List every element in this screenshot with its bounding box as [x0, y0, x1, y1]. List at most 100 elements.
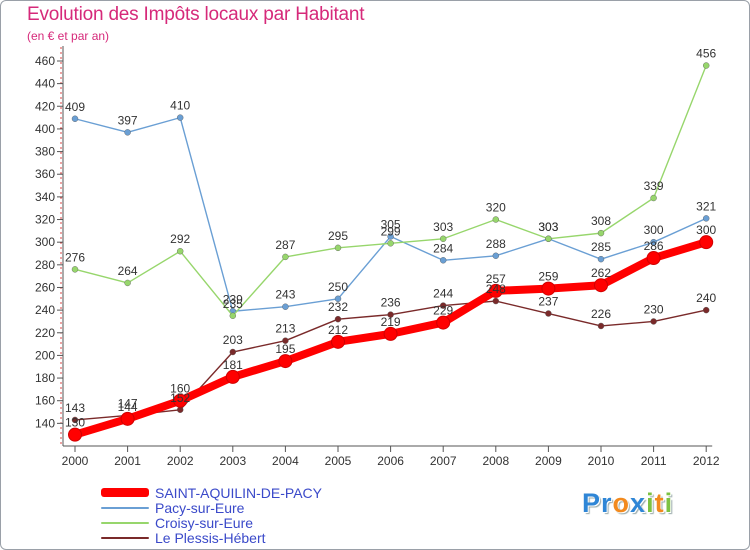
x-tick-label: 2010 [588, 454, 615, 468]
y-tick-label: 460 [35, 54, 55, 68]
data-label: 321 [696, 199, 716, 213]
data-label: 300 [644, 223, 664, 237]
logo-letter: o [612, 488, 631, 518]
y-tick-label: 380 [35, 145, 55, 159]
x-tick-label: 2007 [430, 454, 457, 468]
data-label: 237 [538, 295, 558, 309]
data-point [173, 393, 188, 408]
data-label: 264 [118, 264, 138, 278]
data-point [440, 235, 447, 242]
data-label: 299 [381, 224, 401, 238]
data-point [124, 279, 131, 287]
data-label: 229 [433, 304, 453, 318]
data-point [387, 233, 394, 240]
data-label: 147 [118, 396, 138, 410]
data-label: 410 [170, 99, 190, 113]
data-point [545, 235, 552, 242]
series-layer [68, 62, 714, 442]
data-point [229, 312, 237, 319]
data-point [650, 194, 657, 202]
data-point [703, 306, 710, 314]
data-point [282, 337, 289, 344]
legend: SAINT-AQUILIN-DE-PACY Pacy-sur-Eure Croisy… [101, 485, 322, 546]
data-point [278, 354, 293, 369]
data-point [225, 369, 240, 384]
data-point [334, 315, 342, 323]
data-label: 232 [328, 300, 348, 314]
x-tick-label: 2009 [535, 454, 562, 468]
data-label: 286 [644, 239, 664, 253]
data-label: 292 [170, 232, 190, 246]
data-label: 181 [223, 358, 243, 372]
x-tick-label: 2006 [377, 454, 404, 468]
data-point [597, 322, 605, 330]
data-label: 243 [275, 288, 295, 302]
data-label: 240 [696, 291, 716, 305]
data-label: 152 [170, 391, 190, 405]
data-label: 287 [275, 238, 295, 252]
legend-swatch [101, 521, 149, 524]
data-point [597, 255, 605, 263]
data-point [71, 115, 79, 122]
y-tick-label: 440 [35, 77, 55, 91]
x-tick-label: 2002 [167, 454, 194, 468]
data-label: 409 [65, 100, 85, 114]
data-point [703, 215, 710, 222]
y-tick-label: 200 [35, 348, 55, 362]
data-point [492, 297, 499, 305]
y-tick-label: 340 [35, 190, 55, 204]
data-label: 303 [538, 220, 558, 234]
y-tick-label: 220 [35, 326, 55, 340]
data-point [387, 311, 394, 318]
data-point [492, 252, 499, 259]
legend-label: Croisy-sur-Eure [155, 514, 254, 531]
data-label: 285 [591, 240, 611, 254]
data-point [282, 253, 289, 261]
data-label: 300 [696, 223, 716, 237]
logo-letter: r [601, 488, 613, 518]
chart-title: Evolution des Impôts locaux par Habitant [27, 4, 365, 25]
data-label: 259 [538, 270, 558, 284]
x-tick-label: 2008 [482, 454, 509, 468]
logo-letter: i [646, 488, 655, 518]
data-label: 320 [486, 201, 506, 215]
chart-subtitle: (en € et par an) [27, 29, 110, 43]
data-point [229, 348, 237, 356]
data-point [282, 303, 289, 310]
data-label: 213 [275, 322, 295, 336]
axes: 140 160 180 200 220 240 260 280 300 320 340 360 380 4… [35, 46, 720, 468]
y-tick-label: 180 [35, 371, 55, 385]
x-tick-label: 2000 [62, 454, 89, 468]
data-point [650, 238, 657, 246]
legend-label: Le Plessis-Hébert [155, 529, 266, 546]
y-tick-label: 140 [35, 416, 55, 430]
data-point [440, 302, 447, 309]
logo-letter: t [654, 488, 665, 518]
data-label: 308 [591, 214, 611, 228]
data-point [597, 229, 605, 237]
legend-item: Le Plessis-Hébert [101, 529, 322, 546]
legend-item: SAINT-AQUILIN-DE-PACY [101, 485, 322, 501]
y-tick-label: 360 [35, 167, 55, 181]
legend-swatch [101, 536, 149, 539]
data-label: 303 [538, 220, 558, 234]
data-label: 250 [328, 280, 348, 294]
data-label: 219 [381, 315, 401, 329]
y-tick-label: 160 [35, 394, 55, 408]
legend-swatch [101, 488, 149, 497]
x-tick-label: 2001 [114, 454, 141, 468]
y-tick-label: 400 [35, 122, 55, 136]
data-label: 143 [65, 401, 85, 415]
data-point [331, 334, 345, 349]
x-tick-label: 2003 [219, 454, 246, 468]
data-label: 235 [223, 297, 243, 311]
data-point [699, 235, 714, 250]
logo-letter: P [582, 488, 602, 518]
proxiti-logo: Proxiti [582, 488, 673, 519]
data-point [545, 310, 552, 317]
data-label: 456 [696, 47, 716, 61]
data-label: 144 [118, 400, 138, 414]
data-point [492, 216, 499, 223]
